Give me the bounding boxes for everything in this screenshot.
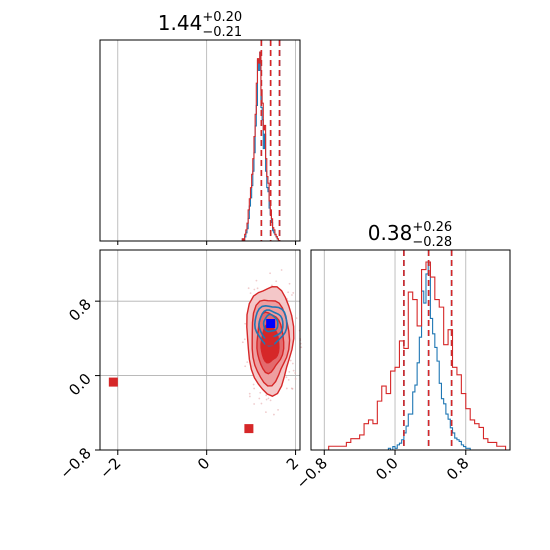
red-outlier-marker-0: [108, 377, 118, 387]
title-param1-plus: +0.20: [202, 10, 242, 25]
blue-marker: [266, 318, 276, 328]
scatter-point-79: [253, 288, 256, 291]
scatter-point-69: [292, 292, 295, 294]
scatter-point-34: [252, 383, 255, 386]
title-param2: 0.38+0.26 −0.28: [368, 220, 452, 250]
scatter-point-83: [300, 346, 303, 349]
scatter-point-5: [258, 397, 261, 400]
scatter-point-9: [259, 391, 262, 394]
title-param2-plus: +0.26: [412, 220, 452, 235]
scatter-point-67: [260, 402, 263, 405]
title-param1-minus: −0.21: [202, 25, 242, 40]
joint-x-tick-label-1: 0: [194, 454, 213, 473]
scatter-point-66: [295, 317, 298, 319]
right-x-tick-label-1: 0.0: [372, 454, 402, 484]
frame-layer: [95, 39, 511, 455]
title-param1: 1.44+0.20 −0.21: [158, 10, 242, 40]
scatter-point-32: [288, 370, 291, 373]
scatter-point-33: [285, 387, 288, 390]
joint-y-tick-label-1: 0.0: [65, 370, 95, 400]
top-panel-frame: [99, 39, 301, 242]
scatter-point-60: [248, 395, 251, 398]
title-param2-minus: −0.28: [412, 235, 452, 250]
scatter-point-76: [285, 376, 288, 379]
scatter-point-12: [292, 369, 295, 372]
right-panel-frame: [310, 249, 511, 451]
blue-contour-0: [253, 304, 288, 347]
blue-hist-param1: [240, 51, 289, 242]
scatter-point-2: [265, 398, 268, 401]
scatter-point-84: [248, 392, 251, 395]
scatter-point-46: [244, 322, 247, 325]
scatter-point-10: [294, 372, 297, 374]
scatter-point-62: [280, 269, 283, 271]
scatter-point-30: [256, 287, 259, 290]
joint-x-tick-label-0: −2: [96, 454, 124, 482]
red-hist-param2: [315, 261, 510, 451]
scatter-point-70: [287, 291, 290, 294]
red-marker: [265, 336, 275, 346]
scatter-point-63: [244, 365, 247, 368]
joint-panel-frame: [99, 249, 301, 451]
joint-y-tick-label-2: 0.8: [65, 295, 95, 325]
right-x-tick-label-2: 0.8: [443, 454, 473, 484]
scatter-point-47: [288, 282, 291, 285]
scatter-point-3: [255, 279, 258, 282]
scatter-point-72: [290, 387, 293, 390]
joint-x-tick-label-2: 2: [283, 454, 302, 473]
right-x-tick-label-0: −0.8: [293, 454, 331, 492]
scatter-point-20: [265, 411, 267, 414]
grid-layer: [100, 40, 467, 451]
scatter-point-41: [291, 294, 293, 296]
scatter-point-13: [253, 387, 256, 390]
scatter-point-36: [289, 359, 292, 362]
scatter-point-75: [269, 272, 271, 275]
scatter-point-78: [287, 378, 290, 381]
scatter-point-7: [249, 292, 252, 295]
scatter-point-4: [269, 399, 272, 402]
blue-contour-1: [258, 309, 284, 340]
scatter-point-65: [275, 280, 278, 283]
scatter-point-40: [277, 409, 279, 411]
title-param1-value: 1.44: [158, 11, 203, 35]
scatter-point-57: [247, 287, 250, 290]
scatter-point-54: [267, 397, 270, 400]
scatter-point-14: [294, 378, 297, 380]
scatter-point-81: [265, 394, 268, 397]
red-outlier-marker-1: [244, 424, 254, 434]
scatter-point-26: [253, 403, 256, 405]
scatter-point-22: [246, 361, 249, 364]
data-layer: [108, 40, 510, 451]
scatter-point-77: [271, 284, 273, 287]
text-layer: −2 0 2−0.8 0.0 0.8−0.80.00.81.44+0.20 −0.210.…: [56, 10, 472, 493]
blue-contour-2: [262, 313, 279, 333]
scatter-point-35: [241, 341, 244, 344]
scatter-point-88: [273, 413, 275, 416]
scatter-point-87: [243, 338, 246, 341]
title-param2-value: 0.38: [368, 221, 413, 245]
scatter-point-19: [291, 362, 294, 365]
joint-y-tick-label-0: −0.8: [56, 444, 94, 482]
